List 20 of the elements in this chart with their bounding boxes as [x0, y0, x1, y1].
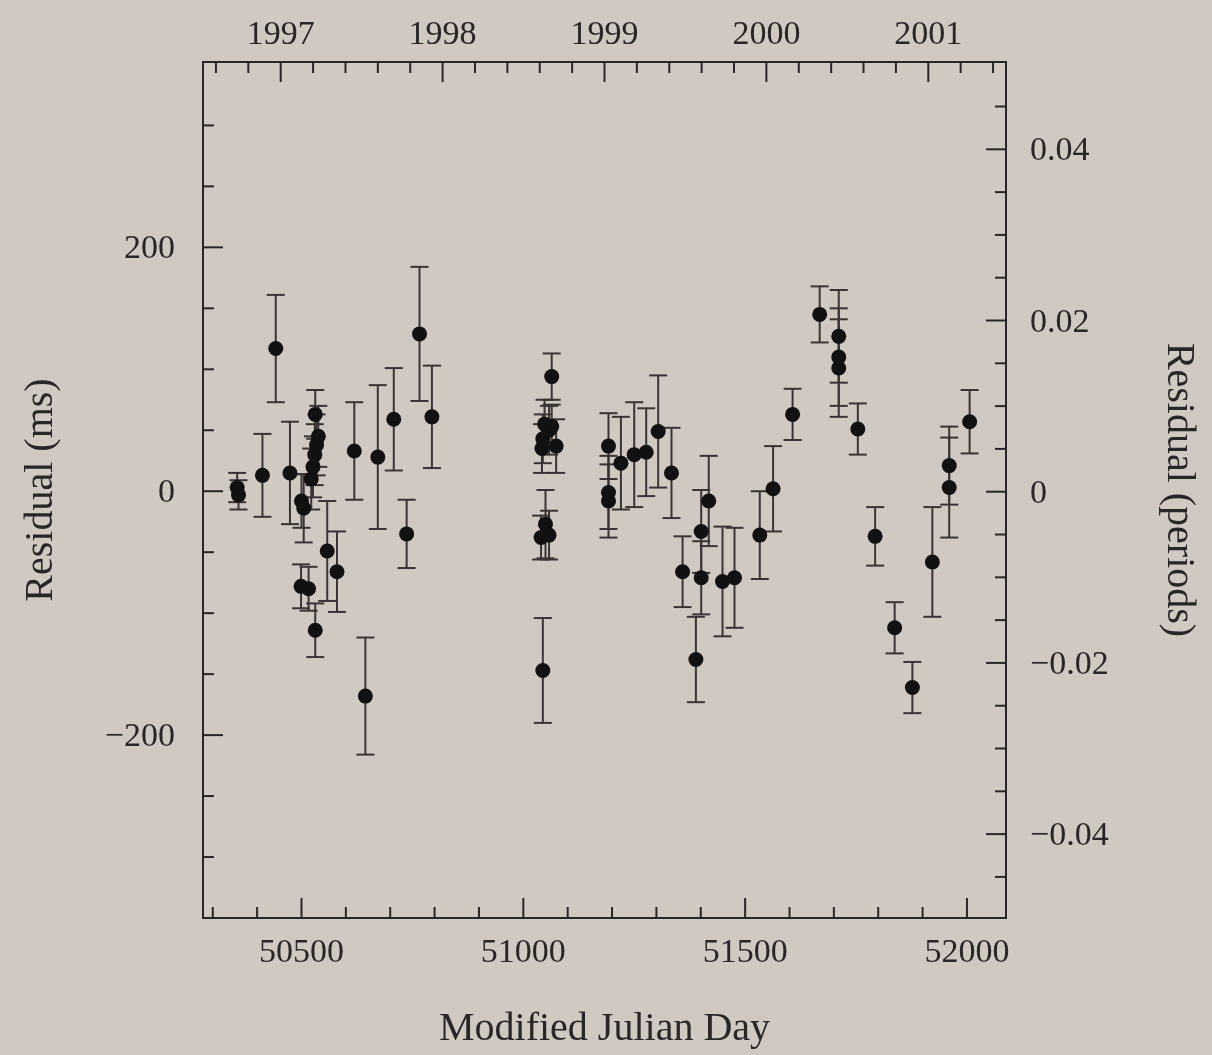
y2-axis-title: Residual (periods): [1159, 342, 1204, 638]
x-tick-label: 50500: [258, 932, 344, 969]
y2-tick-label: −0.02: [1030, 643, 1109, 681]
x-tick-label: 51000: [480, 932, 566, 969]
x-tick-label: 51500: [702, 932, 788, 969]
x-tick-label: 52000: [924, 932, 1010, 969]
y2-tick-label: 0.02: [1030, 301, 1090, 339]
y2-tick-label: 0: [1030, 472, 1047, 510]
x2-tick-label: 1997: [246, 14, 315, 51]
y2-tick-label: −0.04: [1030, 815, 1109, 853]
x2-tick-label: 1999: [570, 14, 639, 51]
x2-tick-label: 2001: [894, 14, 963, 51]
x2-tick-label: 1998: [408, 14, 477, 51]
x-axis-title: Modified Julian Day: [438, 1004, 771, 1049]
y2-tick-label: 0.04: [1030, 130, 1090, 168]
y-tick-label: −200: [104, 716, 175, 754]
y-tick-label: 200: [124, 228, 175, 266]
x2-tick-label: 2000: [732, 14, 801, 51]
y-tick-label: 0: [158, 472, 175, 510]
y-axis-title: Residual (ms): [16, 378, 61, 602]
